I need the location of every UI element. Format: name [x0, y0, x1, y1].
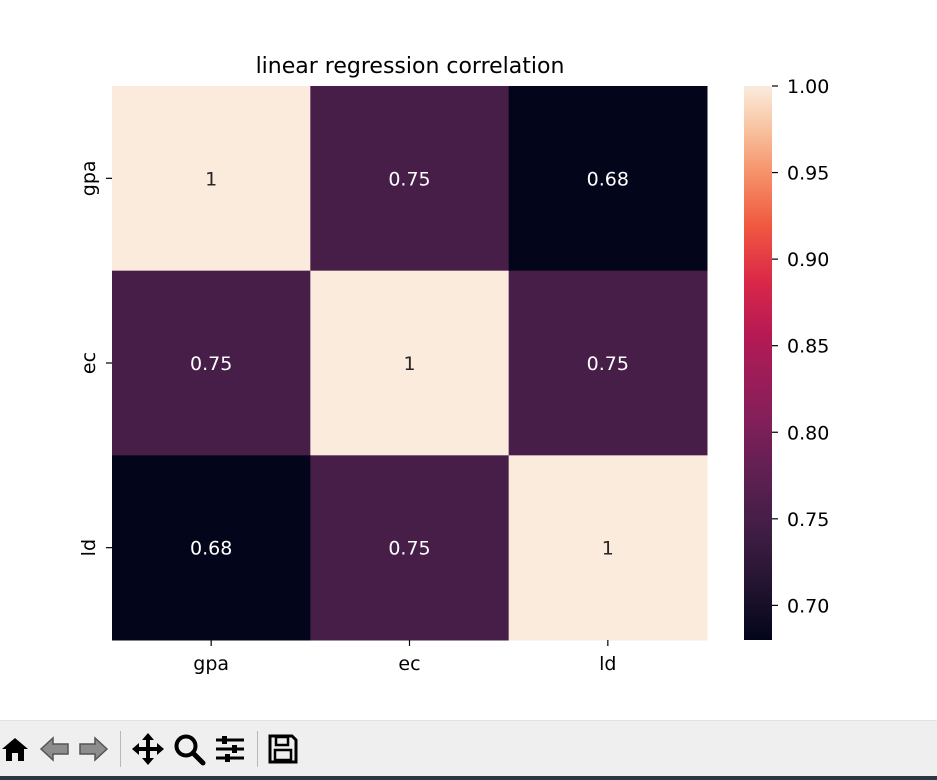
navigation-toolbar: [0, 720, 937, 777]
heatmap-cell: [310, 455, 510, 641]
x-tick-label: gpa: [193, 653, 229, 675]
zoom-button[interactable]: [172, 729, 206, 769]
heatmap-cell: [112, 86, 311, 272]
heatmap-cells: 1 0.75 0.68 0.75 1 0.75 0.68 0.75 1: [112, 86, 708, 641]
home-icon: [2, 738, 28, 761]
pan-button[interactable]: [130, 729, 166, 769]
colorbar: 0.70 0.75 0.80 0.85 0.90 0.95 1.00: [744, 76, 829, 640]
heatmap-cell: [508, 270, 708, 456]
heatmap-cell: [112, 455, 311, 641]
forward-button[interactable]: [76, 729, 110, 769]
cell-annotation: 1: [602, 538, 614, 560]
x-tick-label: ec: [398, 653, 420, 675]
heatmap-cell: [508, 86, 708, 272]
colorbar-tick-label: 0.75: [787, 509, 829, 531]
toolbar-separator: [120, 731, 121, 767]
toolbar-separator: [257, 731, 258, 767]
y-tick-label: gpa: [78, 160, 100, 196]
window-bottom-edge: [0, 776, 937, 780]
chart-title: linear regression correlation: [256, 54, 565, 79]
home-button[interactable]: [0, 729, 30, 769]
cell-annotation: 0.68: [190, 538, 232, 560]
arrow-right-icon: [79, 736, 109, 762]
colorbar-tick-label: 0.70: [787, 595, 829, 617]
floppy-disk-icon: [268, 734, 298, 764]
cell-annotation: 1: [403, 353, 415, 375]
heatmap-cell: [112, 270, 311, 456]
heatmap-cell: [310, 270, 510, 456]
y-tick-label: ec: [78, 352, 100, 374]
y-tick-label: ld: [78, 539, 100, 556]
move-icon: [132, 733, 164, 765]
cell-annotation: 0.75: [587, 353, 629, 375]
cell-annotation: 0.75: [388, 538, 430, 560]
cell-annotation: 0.68: [587, 168, 629, 190]
sliders-icon: [216, 736, 244, 762]
cell-annotation: 0.75: [190, 353, 232, 375]
heatmap-cell: [508, 455, 708, 641]
colorbar-tick-label: 0.85: [787, 336, 829, 358]
colorbar-tick-label: 0.95: [787, 163, 829, 185]
colorbar-tick-label: 1.00: [787, 76, 829, 98]
save-button[interactable]: [266, 729, 300, 769]
heatmap-figure: linear regression correlation 1 0.75 0.68 0…: [78, 54, 829, 675]
arrow-left-icon: [39, 736, 69, 762]
magnifier-icon: [174, 734, 206, 766]
colorbar-tick-label: 0.90: [787, 249, 829, 271]
x-tick-label: ld: [599, 653, 616, 675]
back-button[interactable]: [38, 729, 72, 769]
y-axis: gpa ec ld: [78, 160, 112, 556]
colorbar-gradient: [744, 86, 772, 640]
colorbar-tick-label: 0.80: [787, 422, 829, 444]
configure-subplots-button[interactable]: [213, 729, 247, 769]
cell-annotation: 0.75: [388, 168, 430, 190]
heatmap-cell: [310, 86, 510, 272]
cell-annotation: 1: [205, 168, 217, 190]
x-axis: gpa ec ld: [193, 640, 617, 675]
